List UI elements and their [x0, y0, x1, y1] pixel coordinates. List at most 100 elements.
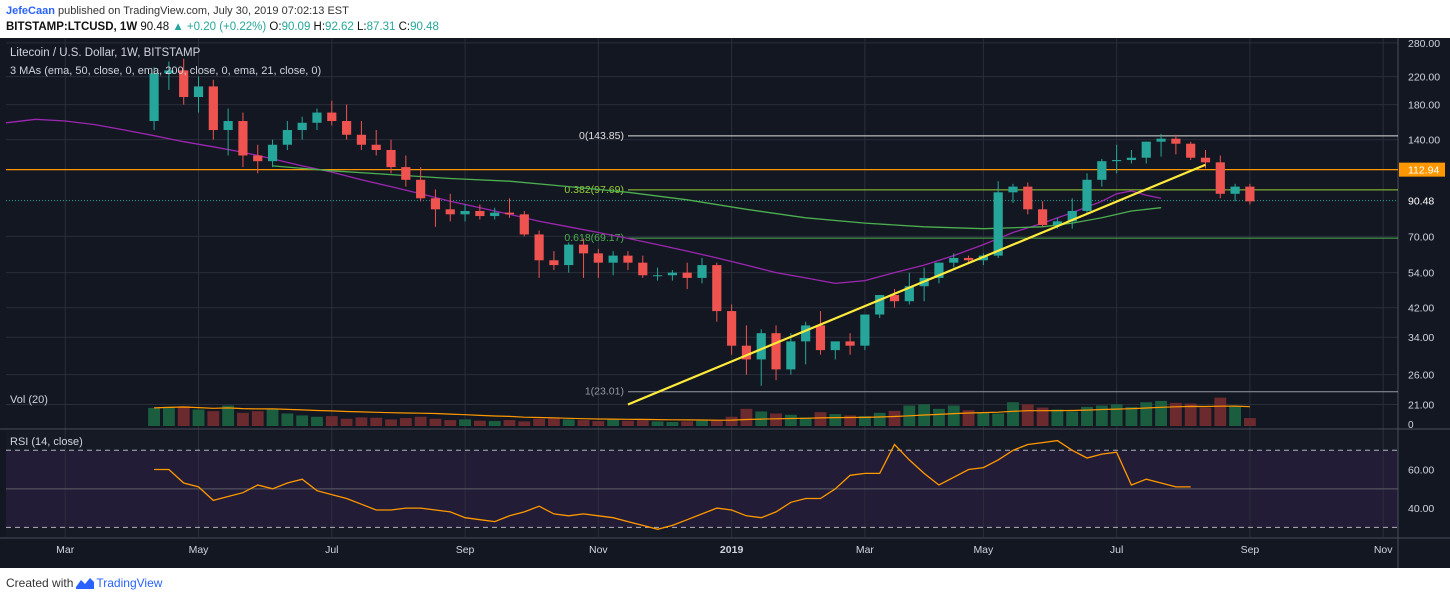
volume-bar [562, 419, 575, 426]
volume-legend: Vol (20) [10, 394, 48, 406]
ohlc-l-label: L: [357, 21, 367, 33]
time-label-4: Nov [589, 544, 608, 556]
volume-bar [325, 416, 338, 426]
ohlc-h-label: H: [313, 21, 326, 33]
candle-body [578, 244, 589, 254]
volume-bar [710, 420, 723, 426]
candle-body [608, 255, 618, 263]
volume-bar [1243, 418, 1256, 426]
rsi-legend: RSI (14, close) [10, 436, 83, 448]
volume-bar [1081, 406, 1093, 426]
candle-body [712, 265, 722, 312]
volume-bar [1199, 407, 1212, 426]
volume-bar [1095, 405, 1108, 426]
volume-bar [696, 420, 708, 426]
volume-bar [518, 421, 531, 426]
time-label-3: Sep [456, 544, 475, 556]
volume-bar [207, 411, 220, 426]
candle-body [1112, 160, 1122, 162]
candle-body [875, 295, 885, 315]
candle-body [445, 209, 455, 215]
candle-body [741, 345, 752, 360]
volume-bar [533, 418, 546, 426]
volume-bar [1007, 402, 1019, 426]
volume-bar [503, 420, 516, 426]
symbol-line: BITSTAMP:LTCUSD, 1W 90.48 ▲ +0.20 (+0.22… [6, 21, 439, 33]
volume-bar [592, 421, 605, 426]
volume-bar [177, 406, 190, 426]
ohlc-open: 90.09 [281, 21, 311, 33]
published-text: published on TradingView.com, July 30, 2… [57, 5, 349, 17]
candle-body [1171, 138, 1181, 144]
candle-body [1023, 186, 1033, 210]
symbol-label: BITSTAMP:LTCUSD, 1W [6, 21, 138, 33]
volume-bar [1036, 407, 1049, 426]
candle-body [267, 144, 278, 162]
fib-label-3: 1(23.01) [585, 386, 624, 398]
candle-body [801, 325, 811, 342]
candle-body [1186, 143, 1196, 158]
price-label-5: 90.48 [1408, 196, 1434, 208]
candle-body [1067, 210, 1077, 222]
volume-bar [1184, 403, 1197, 426]
price-label-2: 180.00 [1408, 100, 1440, 112]
candle-body [889, 295, 900, 302]
author-link[interactable]: JefeCaan [6, 5, 55, 17]
candle-body [830, 341, 840, 351]
volume-bar [947, 405, 960, 426]
volume-bar [488, 421, 501, 426]
volume-bar [1110, 404, 1123, 426]
volume-bar [784, 414, 797, 426]
publication-header: JefeCaan published on TradingView.com, J… [0, 0, 1450, 38]
candle-body [223, 121, 233, 131]
fib-label-2: 0.618(69.17) [564, 232, 624, 244]
volume-bar [444, 420, 457, 426]
price-label-4: 112.94 [1408, 165, 1439, 177]
time-label-2: Jul [325, 544, 338, 556]
price-label-6: 70.00 [1408, 231, 1434, 243]
volume-bar [385, 419, 397, 426]
candle-body [593, 253, 603, 263]
candle-body [771, 333, 781, 370]
volume-bar [1125, 406, 1138, 426]
volume-bar [666, 422, 679, 426]
candle-body [253, 155, 263, 162]
candle-body [490, 212, 500, 217]
fib-label-0: 0(143.85) [579, 130, 624, 142]
volume-bar [844, 415, 857, 426]
candle-body [416, 179, 426, 199]
candle-body [904, 286, 914, 302]
volume-axis-label: 0 [1408, 420, 1414, 431]
volume-bar [355, 417, 368, 426]
price-label-1: 220.00 [1408, 72, 1440, 84]
footer: Created with TradingView [6, 576, 162, 590]
volume-bar [473, 420, 486, 426]
candle-body [623, 255, 633, 263]
last-price: 90.48 [140, 21, 170, 33]
volume-bar [651, 421, 664, 426]
candle-body [238, 121, 248, 156]
tradingview-brand-link[interactable]: TradingView [96, 576, 163, 590]
volume-bar [1169, 402, 1182, 426]
candle-body [430, 198, 441, 210]
candle-body [1230, 186, 1240, 194]
volume-bar [681, 421, 694, 426]
candle-body [208, 86, 218, 131]
candle-body [297, 122, 307, 131]
volume-bar [1021, 404, 1034, 426]
volume-bar [814, 412, 827, 426]
ohlc-c-label: C: [398, 21, 411, 33]
volume-bar [622, 420, 634, 426]
time-label-7: May [973, 544, 994, 556]
volume-bar [977, 412, 990, 426]
candle-body [697, 265, 707, 278]
time-label-0: Mar [56, 544, 75, 556]
volume-bar [370, 417, 383, 426]
volume-bar [858, 416, 871, 426]
candle-body [504, 212, 515, 215]
candle-body [860, 314, 870, 346]
volume-bar [740, 408, 753, 426]
price-chart[interactable]: 0(143.85) 0.382(97.69) 0.618(69.17) 1(23.01… [0, 38, 1450, 568]
time-label-5: 2019 [720, 544, 744, 556]
candle-body [401, 167, 411, 180]
